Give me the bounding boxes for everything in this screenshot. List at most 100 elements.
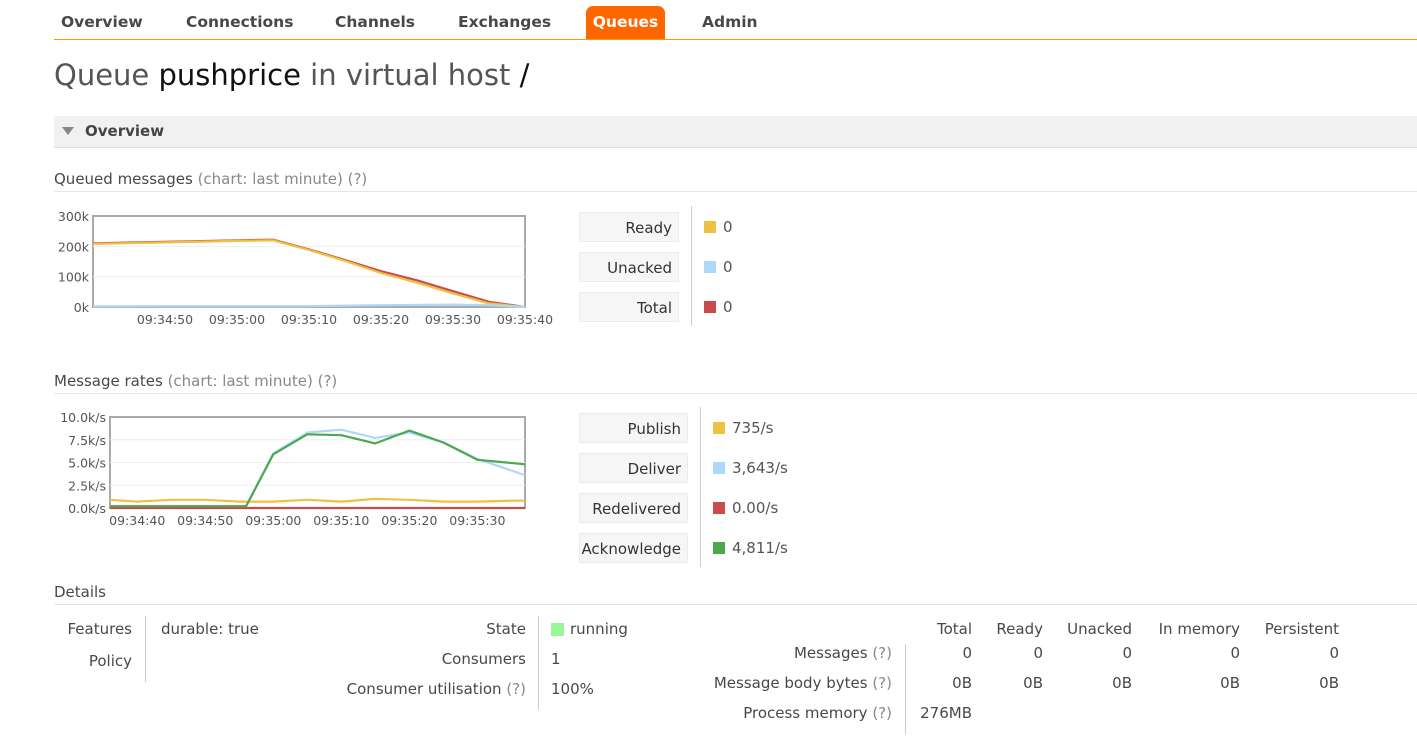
- body-bytes-label: Message body bytes: [713, 674, 868, 692]
- publish-value: 735/s: [732, 419, 774, 437]
- rates-x-tick: 09:35:10: [313, 513, 369, 528]
- rates-y-tick: 5.0k/s: [68, 456, 106, 471]
- queued-x-tick: 09:35:40: [497, 312, 553, 327]
- tab-queues[interactable]: Queues: [586, 6, 665, 39]
- consumer-utilisation-text: Consumer utilisation: [346, 680, 502, 698]
- unacked-swatch: [704, 261, 716, 273]
- rates-chart-range-link[interactable]: (chart: last minute): [167, 372, 313, 390]
- rates-x-tick: 09:34:50: [177, 513, 233, 528]
- rates-y-tick: 7.5k/s: [68, 433, 106, 448]
- total-value: 0: [723, 298, 733, 316]
- page-title: Queue pushprice in virtual host /: [54, 58, 529, 92]
- tab-overview[interactable]: Overview: [61, 13, 143, 31]
- state-label: State: [486, 620, 526, 638]
- process-memory-label: Process memory: [743, 704, 868, 722]
- consumer-utilisation-label: Consumer utilisation (?): [300, 680, 526, 698]
- queued-x-tick: 09:35:00: [209, 312, 265, 327]
- queued-messages-heading: Queued messages (chart: last minute) (?): [54, 170, 1417, 192]
- details-title: Details: [54, 583, 107, 601]
- tab-channels[interactable]: Channels: [335, 13, 415, 31]
- queued-chart-range-link[interactable]: (chart: last minute): [197, 170, 343, 188]
- queued-y-tick: 100k: [58, 270, 90, 285]
- queue-name: pushprice: [158, 58, 301, 92]
- tab-admin[interactable]: Admin: [702, 13, 758, 31]
- rates-x-tick: 09:35:30: [449, 513, 505, 528]
- consumers-value: 1: [551, 650, 561, 668]
- messages-help-link[interactable]: (?): [872, 644, 892, 662]
- rates-y-tick: 10.0k/s: [60, 410, 106, 425]
- details-heading: Details: [54, 583, 1417, 605]
- queued-x-tick: 09:35:10: [281, 312, 337, 327]
- legend-total: Total: [579, 292, 679, 322]
- legend-acknowledge: Acknowledge: [579, 533, 688, 563]
- total-swatch: [704, 301, 716, 313]
- consumers-label: Consumers: [441, 650, 526, 668]
- rates-y-tick: 0.0k/s: [68, 501, 106, 516]
- publish-swatch: [713, 422, 725, 434]
- utilisation-help-link[interactable]: (?): [506, 680, 526, 698]
- rates-x-tick: 09:34:40: [109, 513, 165, 528]
- queued-x-tick: 09:34:50: [137, 312, 193, 327]
- message-rates-title: Message rates: [54, 372, 163, 390]
- queued-y-tick: 300k: [58, 209, 90, 224]
- legend-unacked: Unacked: [579, 252, 679, 282]
- section-label: Overview: [85, 122, 165, 140]
- legend-divider: [700, 407, 701, 567]
- queued-messages-title: Queued messages: [54, 170, 193, 188]
- ready-swatch: [704, 221, 716, 233]
- body-bytes-help-link[interactable]: (?): [872, 674, 892, 692]
- col-unacked: Unacked: [1067, 620, 1132, 638]
- collapse-triangle-icon: [62, 127, 74, 135]
- redelivered-value: 0.00/s: [732, 499, 779, 517]
- title-mid: in virtual host: [310, 58, 511, 92]
- acknowledge-swatch: [713, 542, 725, 554]
- process-memory-row-label: Process memory (?): [640, 704, 892, 722]
- messages-row-label: Messages (?): [640, 644, 892, 662]
- state-value: running: [570, 620, 628, 638]
- col-total: Total: [936, 620, 972, 638]
- col-in-memory: In memory: [1158, 620, 1240, 638]
- legend-redelivered: Redelivered: [579, 493, 688, 523]
- consumer-utilisation-value: 100%: [551, 680, 594, 698]
- messages-persistent: 0: [1329, 644, 1339, 662]
- legend-deliver: Deliver: [579, 453, 688, 483]
- top-navigation: Overview Connections Channels Exchanges …: [54, 4, 1417, 40]
- queued-series-ready: [92, 239, 526, 309]
- rates-series-acknowledge: [110, 429, 526, 508]
- rates-x-tick: 09:35:20: [381, 513, 437, 528]
- deliver-value: 3,643/s: [732, 459, 788, 477]
- rates-y-tick: 2.5k/s: [68, 478, 106, 493]
- rates-help-link[interactable]: (?): [317, 372, 338, 390]
- redelivered-swatch: [713, 502, 725, 514]
- col-ready: Ready: [996, 620, 1043, 638]
- process-memory-help-link[interactable]: (?): [872, 704, 892, 722]
- queued-y-tick: 200k: [58, 239, 90, 254]
- running-indicator: [551, 623, 564, 636]
- messages-unacked: 0: [1122, 644, 1132, 662]
- body-bytes-row-label: Message body bytes (?): [640, 674, 892, 692]
- vhost-name: /: [519, 58, 530, 92]
- tab-connections[interactable]: Connections: [186, 13, 294, 31]
- policy-label: Policy: [88, 652, 132, 670]
- queued-help-link[interactable]: (?): [347, 170, 368, 188]
- col-persistent: Persistent: [1264, 620, 1339, 638]
- messages-ready: 0: [1033, 644, 1043, 662]
- details-divider: [145, 616, 146, 682]
- features-value: durable: true: [161, 620, 259, 638]
- legend-ready: Ready: [579, 212, 679, 242]
- acknowledge-value: 4,811/s: [732, 539, 788, 557]
- overview-section-toggle[interactable]: Overview: [54, 116, 1417, 148]
- body-bytes-total: 0B: [952, 674, 972, 692]
- queued-series-unacked: [92, 303, 526, 309]
- messages-label: Messages: [793, 644, 868, 662]
- tab-exchanges[interactable]: Exchanges: [458, 13, 552, 31]
- body-bytes-persistent: 0B: [1319, 674, 1339, 692]
- body-bytes-unacked: 0B: [1112, 674, 1132, 692]
- deliver-swatch: [713, 462, 725, 474]
- queued-x-tick: 09:35:30: [425, 312, 481, 327]
- queued-x-tick: 09:35:20: [353, 312, 409, 327]
- queued-y-tick: 0k: [74, 300, 90, 315]
- messages-total: 0: [962, 644, 972, 662]
